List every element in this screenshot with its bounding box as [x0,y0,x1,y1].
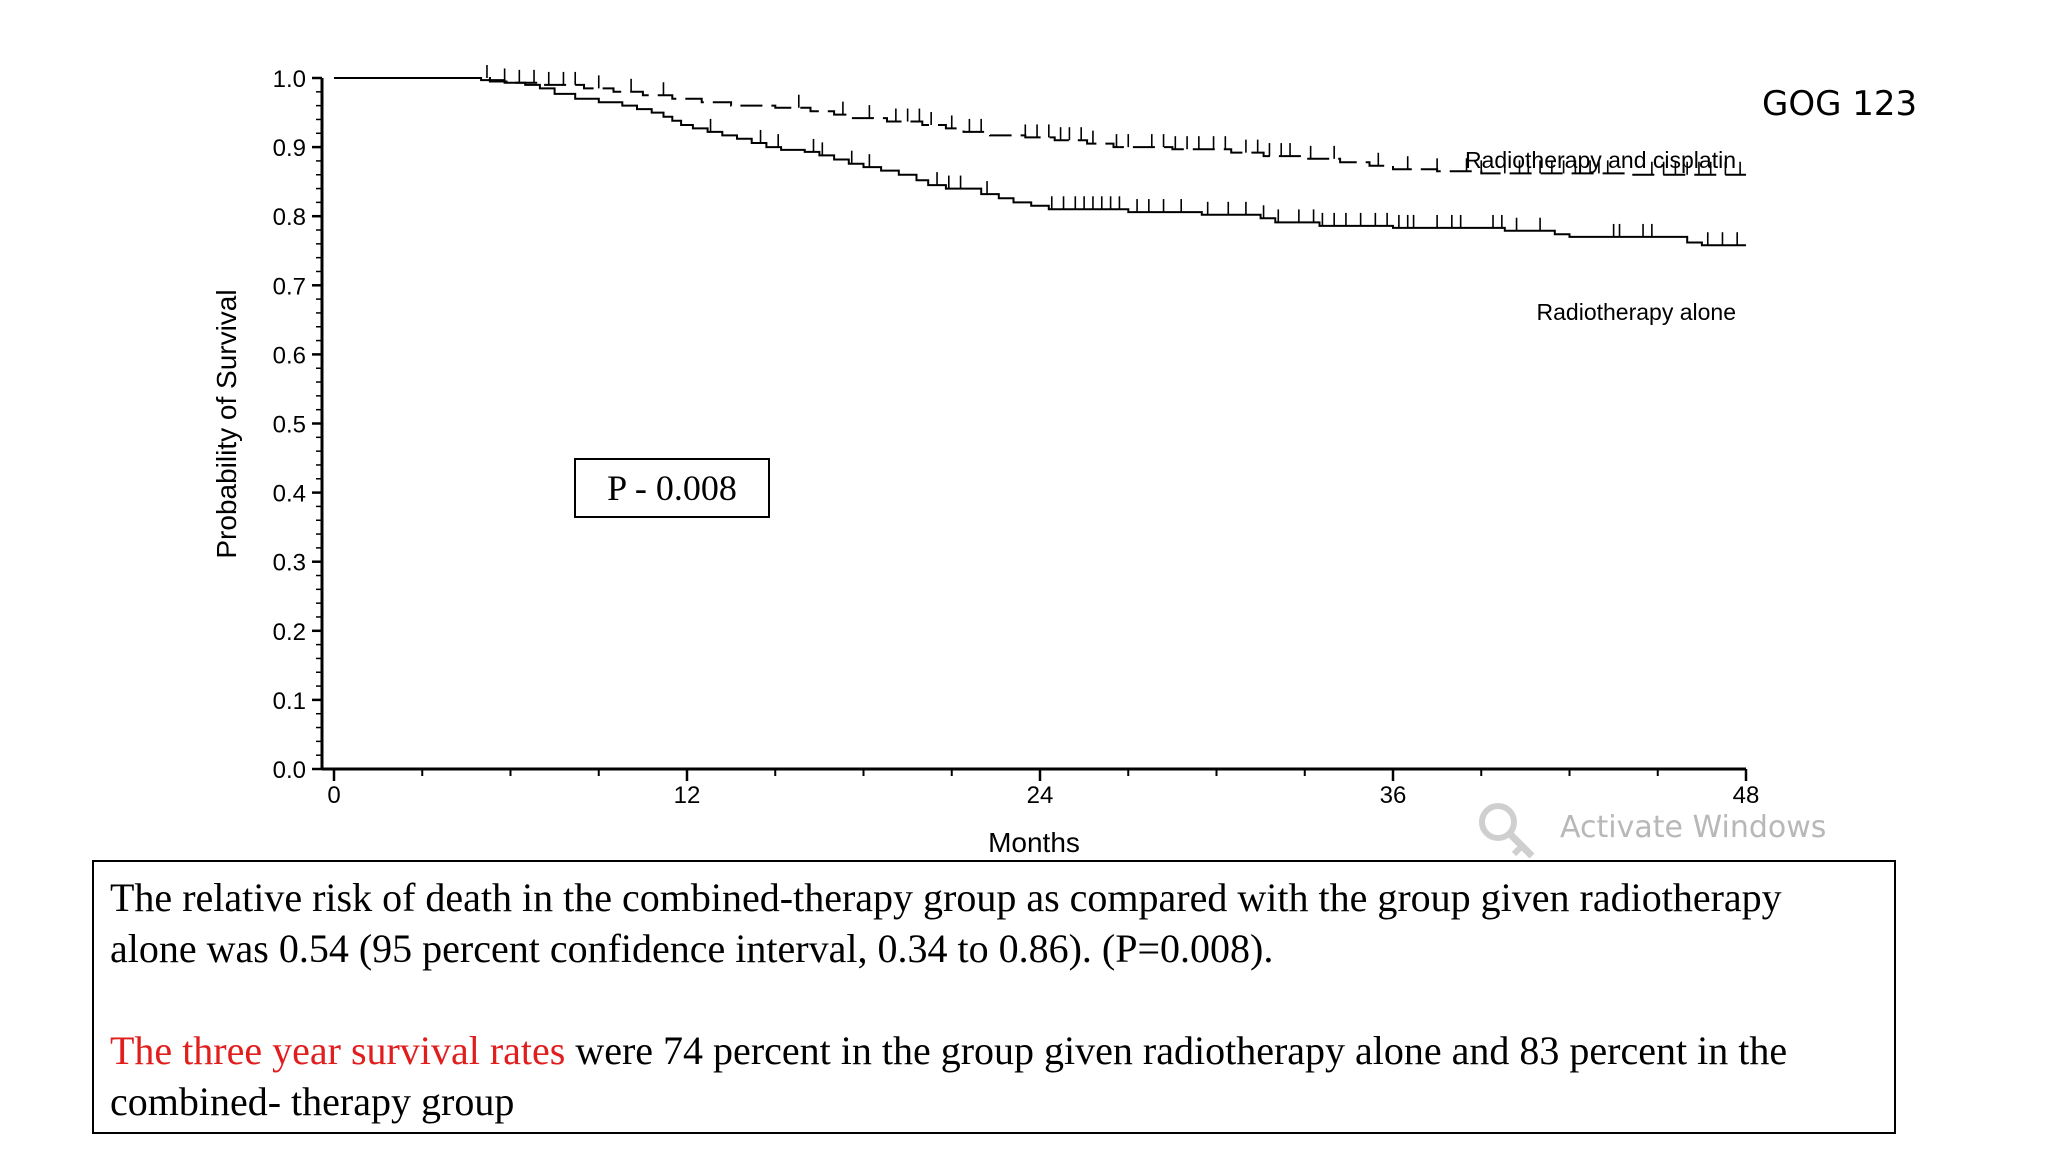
x-tick-label: 12 [674,782,701,809]
y-axis-ticks: 0.0 0.1 0.2 0.3 0.4 0.5 0.6 0.7 0.8 0.9 1.0 [273,66,322,784]
y-tick-label: 0.0 [273,757,306,784]
y-tick-label: 0.1 [273,688,306,715]
curve-radiotherapy-alone [334,77,1746,247]
y-tick-label: 0.6 [273,342,306,369]
p-value-text: P - 0.008 [607,468,737,508]
y-axis-title: Probability of Survival [211,289,242,558]
y-tick-label: 1.0 [273,66,306,93]
y-tick-label: 0.5 [273,412,306,439]
y-tick-label: 0.3 [273,550,306,577]
key-icon [1479,803,1535,859]
p-value-box: P - 0.008 [574,458,770,518]
y-axis: 0.0 0.1 0.2 0.3 0.4 0.5 0.6 0.7 0.8 0.9 1.0 [273,66,324,784]
y-tick-label: 0.8 [273,204,306,231]
watermark-text: Activate Windows [1560,810,1827,845]
y-tick-label: 0.4 [273,481,306,508]
y-tick-label: 0.2 [273,619,306,646]
y-tick-label: 0.9 [273,135,306,162]
series-label-cisplatin: Radiotherapy and cisplatin [1465,147,1736,173]
x-tick-label: 36 [1380,782,1407,809]
x-axis-ticks: 0 12 24 36 48 [327,769,1759,809]
gog-study-label: GOG 123 [1762,84,1918,124]
x-tick-label: 48 [1733,782,1760,809]
series-layer [334,65,1746,247]
summary-box: The relative risk of death in the combin… [92,860,1896,1134]
x-tick-label: 24 [1027,782,1054,809]
x-axis-title: Months [988,827,1080,858]
paragraph-spacer [110,974,1878,1025]
survival-text: were 74 percent in the group given radio… [110,1028,1788,1124]
series-label-radiotherapy-alone: Radiotherapy alone [1537,299,1736,325]
summary-paragraph-survival: The three year survival rates were 74 pe… [110,1025,1878,1127]
summary-paragraph-risk: The relative risk of death in the combin… [110,875,1782,971]
x-tick-label: 0 [327,782,340,809]
x-axis: 0 12 24 36 48 [322,767,1759,809]
y-tick-label: 0.7 [273,273,306,300]
survival-highlight: The three year survival rates [110,1028,566,1073]
activate-windows-watermark: Activate Windows [1476,800,1836,860]
curve-radiotherapy-and-cisplatin [334,77,1746,176]
